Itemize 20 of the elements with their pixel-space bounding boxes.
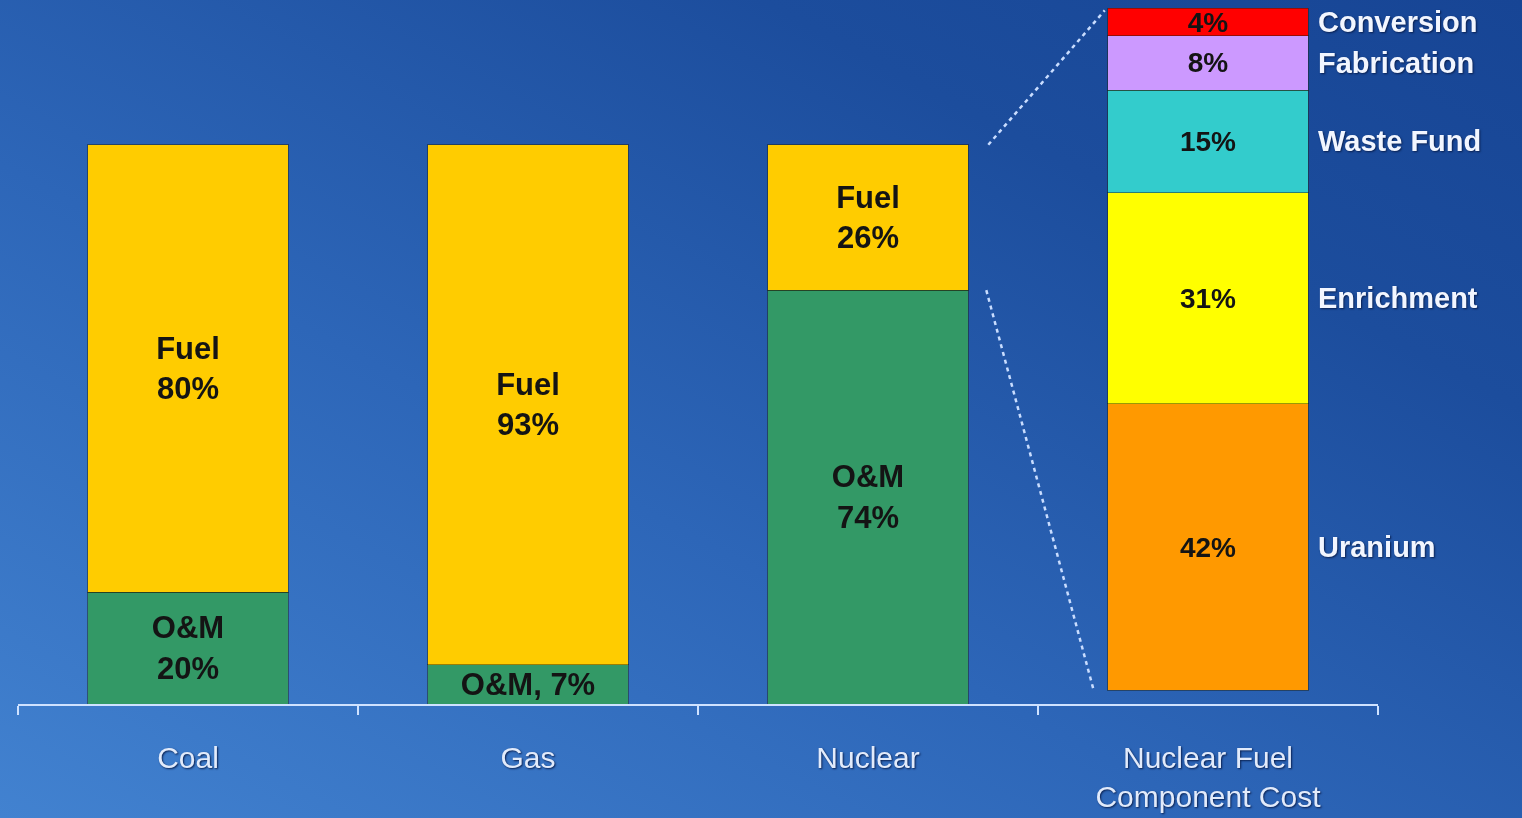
data-label: 15% <box>1179 125 1237 157</box>
data-label: Fuel 80% <box>156 330 220 407</box>
series-label: Uranium <box>1318 531 1436 563</box>
x-tick-label: Nuclear <box>816 741 920 774</box>
series-label: Enrichment <box>1318 282 1478 314</box>
x-tick-label: Nuclear Fuel Component Cost <box>1095 741 1322 813</box>
x-tick-label: Coal <box>157 741 219 774</box>
data-label: Fuel 26% <box>836 179 900 256</box>
data-label: 4% <box>1187 6 1229 38</box>
series-label: Fabrication <box>1318 47 1475 79</box>
data-label: 8% <box>1187 47 1229 79</box>
data-label: O&M, 7% <box>460 666 596 702</box>
series-label: Conversion <box>1318 6 1478 38</box>
data-label: Fuel 93% <box>496 367 560 443</box>
data-label: O&M 74% <box>831 459 905 535</box>
data-label: O&M 20% <box>151 610 225 686</box>
data-label: 42% <box>1179 531 1237 563</box>
series-label: Waste Fund <box>1318 125 1482 157</box>
x-tick-label: Gas <box>500 741 556 774</box>
data-label: 31% <box>1179 282 1237 314</box>
